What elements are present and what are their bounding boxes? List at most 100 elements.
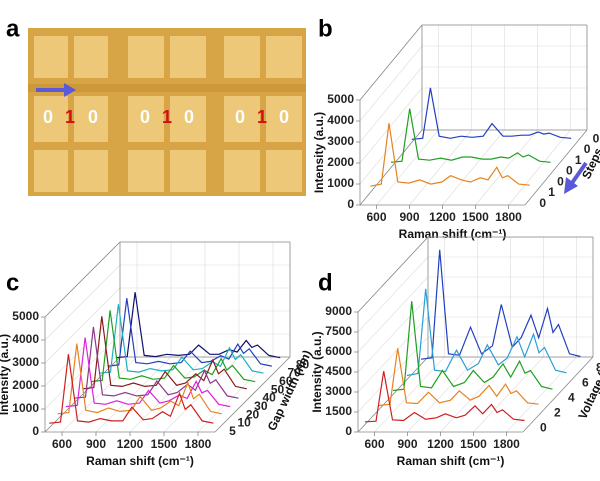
grid-line: [44, 264, 121, 341]
spectrum: [57, 343, 222, 415]
depth-tick-label: 0: [584, 142, 591, 156]
depth-tick-label: 70: [288, 366, 302, 380]
spectrum: [115, 292, 281, 359]
digit: 0: [140, 107, 150, 127]
depth-tick-label: 10: [238, 416, 252, 430]
spectrum: [406, 288, 567, 377]
grid-line: [357, 276, 429, 353]
x-tick-label: 1800: [493, 437, 520, 451]
depth-tick-label: 1: [575, 153, 582, 167]
x-tick-label: 600: [52, 437, 72, 451]
spectrum: [370, 123, 530, 187]
spectrum: [49, 354, 214, 424]
x-tick-label: 1800: [495, 210, 522, 224]
spectrum: [74, 326, 239, 399]
grid-line: [374, 356, 445, 433]
y-tick-label: 0: [32, 424, 39, 438]
pads: [34, 36, 302, 192]
y-tick-label: 3000: [325, 384, 352, 398]
depth-tick-label: 2: [554, 406, 561, 420]
spectrum: [364, 371, 525, 423]
y-tick-label: 3000: [12, 355, 39, 369]
axis-frame: [357, 236, 429, 313]
y-axis-title: Intensity (a.u.): [0, 334, 11, 415]
depth-tick-label: 80: [296, 357, 310, 371]
grid-line: [357, 336, 429, 413]
y-tick-label: 3000: [327, 134, 354, 148]
depth-tick-label: 60: [279, 374, 293, 388]
depth-tick-label: 0: [566, 164, 573, 178]
grid-line: [407, 356, 478, 433]
micrograph: [28, 28, 306, 196]
y-tick-label: 6000: [325, 344, 352, 358]
grid-line: [44, 287, 121, 364]
grid-line: [357, 316, 429, 393]
y-tick-label: 4000: [327, 113, 354, 127]
x-tick-label: 900: [397, 437, 417, 451]
x-tick-label: 1200: [429, 210, 456, 224]
grid-line: [357, 296, 429, 373]
panel-label: d: [318, 269, 333, 296]
depth-tick-label: 0: [539, 196, 546, 210]
axis-frame: [524, 129, 588, 206]
panel-label: b: [318, 15, 333, 42]
spectrum: [420, 249, 581, 360]
depth-tick-label: 0: [557, 174, 564, 188]
spectrum: [65, 337, 231, 408]
y-tick-label: 9000: [325, 304, 352, 318]
steps-arrow-head: [564, 177, 578, 194]
depth-tick-label: 4: [568, 391, 575, 405]
y-tick-label: 5000: [327, 92, 354, 106]
grid-line: [61, 356, 138, 433]
depth-axis-title: Voltage (V): [575, 359, 600, 421]
grid-line: [359, 45, 423, 122]
depth-tick-label: 0: [593, 132, 600, 146]
x-tick-label: 1200: [117, 437, 144, 451]
y-tick-label: 4500: [325, 364, 352, 378]
y-tick-label: 0: [345, 424, 352, 438]
spectrum: [82, 316, 247, 390]
y-tick-label: 2000: [327, 155, 354, 169]
spectrum: [107, 298, 272, 367]
depth-tick-label: 1: [548, 185, 555, 199]
grid-line: [359, 66, 423, 143]
axis-frame: [357, 356, 429, 433]
spectrum: [411, 87, 572, 140]
x-axis-title: Raman shift (cm⁻¹): [397, 454, 505, 468]
digit: 0: [88, 107, 98, 127]
grid-line: [44, 333, 121, 410]
depth-tick-label: 30: [254, 399, 268, 413]
panel-label: a: [6, 15, 20, 42]
digit: 1: [257, 107, 267, 127]
grid-line: [473, 356, 544, 433]
axis-frame: [44, 356, 121, 433]
x-tick-label: 1500: [462, 210, 489, 224]
x-tick-label: 1200: [427, 437, 454, 451]
grid-line: [475, 129, 538, 206]
panel-label: c: [6, 269, 19, 296]
digit: 1: [162, 107, 172, 127]
y-tick-label: 1000: [327, 176, 354, 190]
x-tick-label: 1500: [460, 437, 487, 451]
grid-line: [359, 87, 423, 164]
axis-frame: [214, 356, 291, 433]
arrow-head: [64, 83, 76, 97]
y-tick-label: 0: [347, 197, 354, 211]
digit: 0: [43, 107, 53, 127]
y-tick-label: 5000: [12, 309, 39, 323]
digit: 0: [235, 107, 245, 127]
depth-tick-label: 6: [582, 376, 589, 390]
axis-frame: [522, 356, 594, 433]
depth-tick-label: 5: [229, 424, 236, 438]
x-axis-title: Raman shift (cm⁻¹): [86, 454, 194, 468]
x-tick-label: 900: [86, 437, 106, 451]
y-axis-title: Intensity (a.u.): [312, 112, 326, 193]
digit: 0: [279, 107, 289, 127]
axis-frame: [359, 24, 423, 101]
grid-line: [508, 129, 571, 206]
x-tick-label: 600: [366, 210, 386, 224]
digit: 1: [65, 107, 75, 127]
grid-line: [376, 129, 439, 206]
x-tick-label: 1500: [151, 437, 178, 451]
